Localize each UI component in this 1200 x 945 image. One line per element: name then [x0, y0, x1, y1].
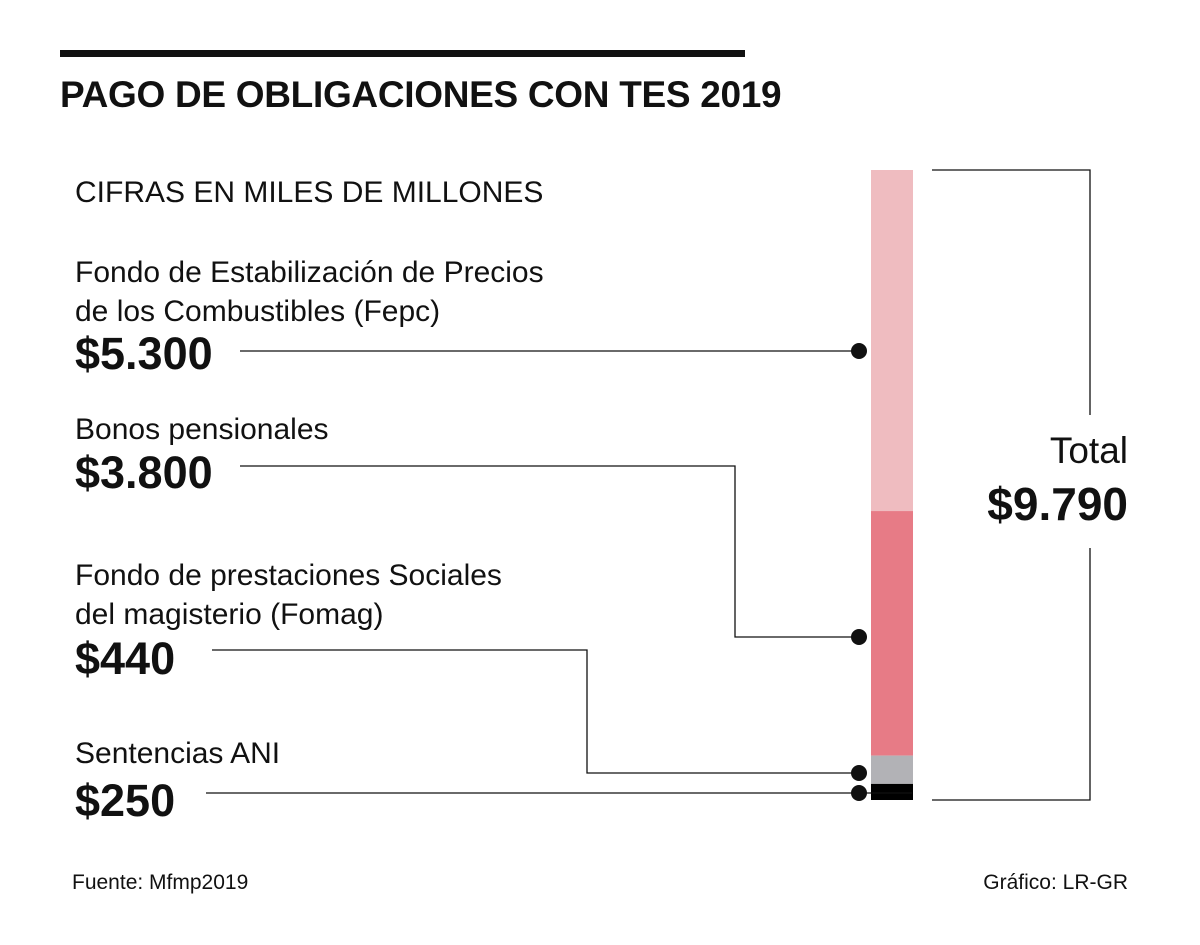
- connector-dots: [851, 343, 867, 801]
- value-fepc: $5.300: [75, 328, 213, 379]
- label-bonos: Bonos pensionales: [75, 410, 329, 449]
- source-note: Fuente: Mfmp2019: [72, 871, 249, 894]
- total-bracket-bottom: [932, 548, 1091, 801]
- connector-lines: [206, 350, 912, 794]
- chart-title: PAGO DE OBLIGACIONES CON TES 2019: [60, 74, 782, 115]
- chart-subtitle: CIFRAS EN MILES DE MILLONES: [75, 176, 544, 209]
- credit-note: Gráfico: LR-GR: [983, 871, 1128, 894]
- bar-segment-bonos: [871, 511, 913, 756]
- connector-fomag: [212, 649, 858, 774]
- value-bonos: $3.800: [75, 447, 213, 498]
- connector-bonos: [240, 465, 858, 638]
- title-rule: [60, 50, 745, 57]
- value-fomag: $440: [75, 633, 176, 684]
- total-value: $9.790: [987, 478, 1128, 530]
- dot-fomag: [851, 765, 867, 781]
- bar-segments: [871, 170, 913, 800]
- label-bonos-line-1: Bonos pensionales: [75, 413, 329, 446]
- bar-segment-fomag: [871, 755, 913, 784]
- total-bracket-top: [932, 169, 1091, 415]
- label-fomag-line-2: del magisterio (Fomag): [75, 598, 384, 631]
- label-fepc: Fondo de Estabilización de Precios de lo…: [75, 253, 544, 331]
- dot-fepc: [851, 343, 867, 359]
- label-fepc-line-1: Fondo de Estabilización de Precios: [75, 256, 544, 289]
- label-fomag-line-1: Fondo de prestaciones Sociales: [75, 559, 502, 592]
- dot-ani: [851, 785, 867, 801]
- dot-bonos: [851, 629, 867, 645]
- label-ani-line-1: Sentencias ANI: [75, 737, 281, 770]
- label-ani: Sentencias ANI: [75, 734, 280, 773]
- bar-segment-ani: [871, 783, 913, 800]
- bar-segment-fepc: [871, 170, 913, 512]
- label-fepc-line-2: de los Combustibles (Fepc): [75, 295, 441, 328]
- value-ani: $250: [75, 775, 176, 826]
- total-label: Total: [1049, 430, 1128, 471]
- label-fomag: Fondo de prestaciones Sociales del magis…: [75, 556, 502, 634]
